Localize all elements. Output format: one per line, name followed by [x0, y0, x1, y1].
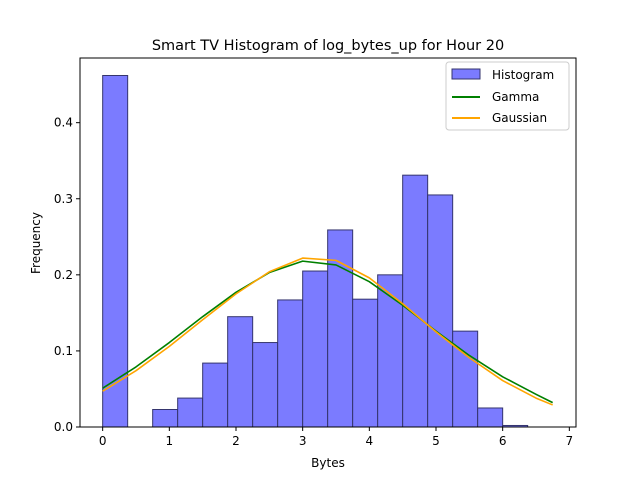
histogram-bar [352, 298, 379, 428]
legend-swatch-histogram [451, 68, 481, 80]
y-tick-label: 0.3 [54, 192, 73, 206]
histogram-bar [202, 362, 229, 428]
histogram-bar [152, 409, 179, 428]
legend-label-histogram: Histogram [492, 68, 554, 82]
y-tick-label: 0.1 [54, 344, 73, 358]
histogram-bar [402, 174, 429, 428]
histogram-bar [427, 194, 454, 428]
x-tick-label: 2 [232, 434, 240, 448]
histogram-bar [277, 299, 304, 428]
histogram-bar [377, 274, 404, 428]
y-tick-label: 0.0 [54, 420, 73, 434]
x-tick-label: 3 [299, 434, 307, 448]
y-tick-label: 0.4 [54, 116, 73, 130]
chart-title: Smart TV Histogram of log_bytes_up for H… [152, 38, 504, 54]
x-tick-label: 5 [432, 434, 440, 448]
histogram-bar [227, 316, 254, 428]
series-line-gaussian [102, 257, 553, 406]
x-axis-label: Bytes [311, 456, 345, 470]
x-tick-label: 6 [499, 434, 507, 448]
series-line-gamma [102, 260, 554, 404]
x-tick-label: 4 [366, 434, 374, 448]
plot-area: 0 1 2 3 4 5 6 7 0.0 0.1 0.2 0.3 0.4 [54, 57, 577, 448]
legend-label-gamma: Gamma [492, 90, 539, 104]
histogram-bar [252, 342, 279, 428]
legend: Histogram Gamma Gaussian [445, 61, 570, 131]
histogram-bar [477, 407, 504, 428]
plot-frame [79, 57, 577, 428]
x-tick-label: 1 [166, 434, 174, 448]
histogram-bar [177, 397, 204, 428]
y-tick-label: 0.2 [54, 268, 73, 282]
legend-label-gaussian: Gaussian [492, 111, 547, 125]
y-axis-label: Frequency [29, 212, 43, 274]
histogram-bar [302, 270, 329, 428]
histogram-bar [452, 330, 479, 428]
x-tick-label: 0 [99, 434, 107, 448]
histogram-bar [102, 74, 129, 428]
x-tick-label: 7 [566, 434, 574, 448]
